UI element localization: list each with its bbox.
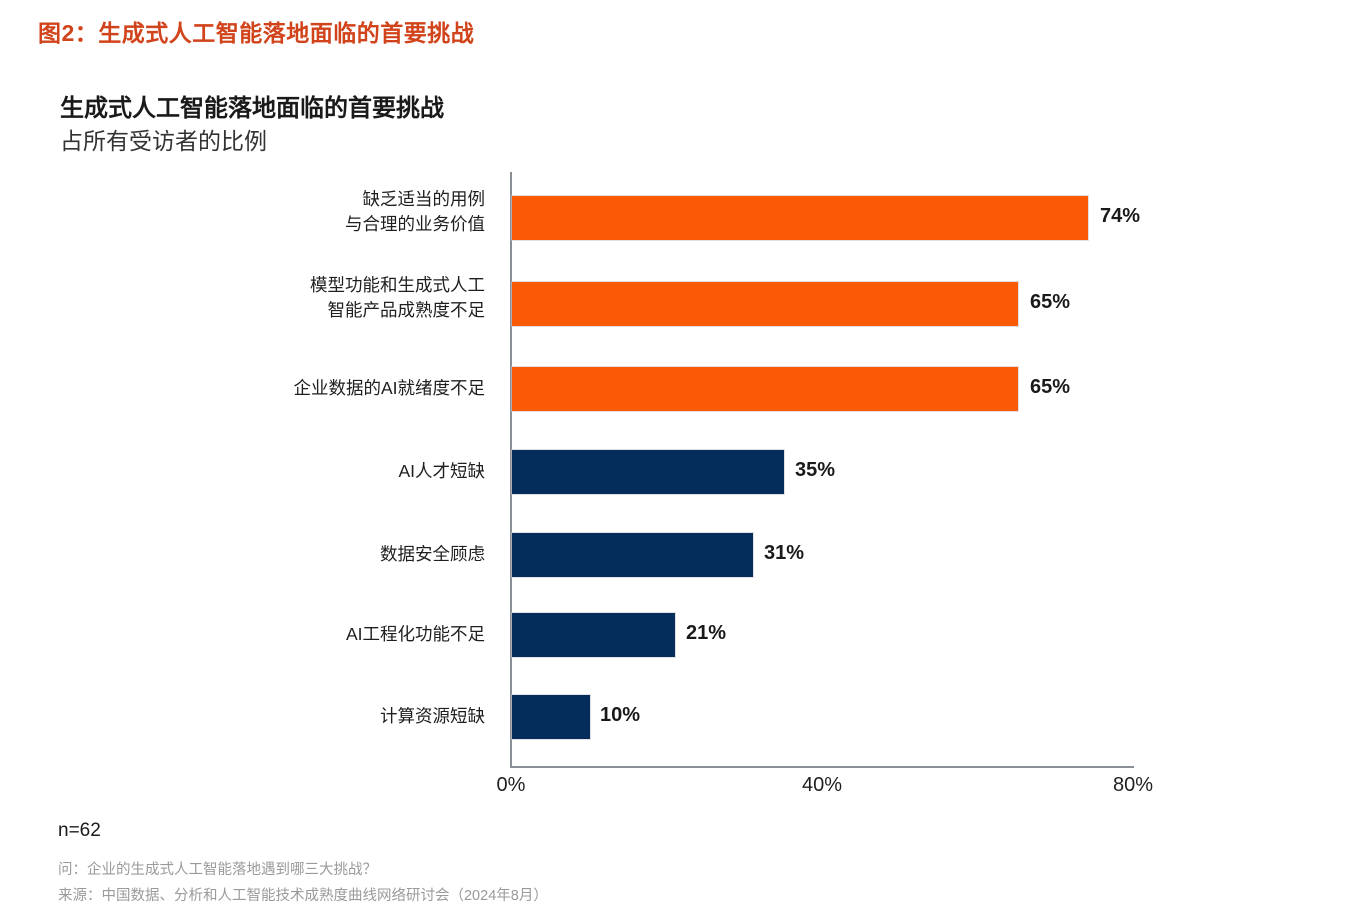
bar-segment	[512, 613, 675, 657]
y-axis-line	[510, 172, 512, 767]
sample-size-label: n=62	[58, 820, 101, 841]
x-axis-line	[510, 766, 1134, 768]
bar-segment	[512, 450, 784, 494]
bar-segment	[512, 282, 1018, 326]
bar-value-label: 74%	[1100, 205, 1141, 227]
bar-value-label: 65%	[1030, 291, 1071, 313]
category-label: 数据安全顾虑	[380, 544, 485, 564]
category-label: 缺乏适当的用例 与合理的业务价值	[345, 189, 485, 234]
bar-segment	[512, 367, 1018, 411]
bar-segment	[512, 695, 590, 739]
bar-value-label: 65%	[1030, 376, 1071, 398]
category-label: AI工程化功能不足	[345, 624, 485, 644]
chart-title: 生成式人工智能落地面临的首要挑战	[60, 95, 444, 122]
x-axis-tick-label: 40%	[801, 774, 843, 796]
bar-row: 缺乏适当的用例 与合理的业务价值 74%	[0, 189, 1354, 240]
category-label: 模型功能和生成式人工 智能产品成熟度不足	[310, 275, 485, 320]
bar-value-label: 31%	[764, 542, 805, 564]
category-label: AI人才短缺	[398, 461, 485, 481]
category-label: 计算资源短缺	[380, 706, 485, 726]
bar-segment	[512, 196, 1088, 240]
footnote-question: 问：企业的生成式人工智能落地遇到哪三大挑战？	[58, 862, 377, 878]
figure-header-title: 图2：生成式人工智能落地面临的首要挑战	[38, 20, 475, 46]
bar-row: 数据安全顾虑 31%	[0, 533, 1354, 577]
x-axis-tick-label: 80%	[1112, 774, 1154, 796]
category-label: 企业数据的AI就绪度不足	[293, 378, 485, 398]
bar-row: 企业数据的AI就绪度不足 65%	[0, 367, 1354, 411]
bar-row: 计算资源短缺 10%	[0, 695, 1354, 739]
bar-segment	[512, 533, 753, 577]
bar-value-label: 10%	[600, 704, 641, 726]
bar-row: AI人才短缺 35%	[0, 450, 1354, 494]
bar-row: AI工程化功能不足 21%	[0, 613, 1354, 657]
bar-row: 模型功能和生成式人工 智能产品成熟度不足 65%	[0, 275, 1354, 326]
footnote-source: 来源：中国数据、分析和人工智能技术成熟度曲线网络研讨会（2024年8月）	[58, 888, 548, 904]
bar-value-label: 35%	[795, 459, 836, 481]
bar-value-label: 21%	[686, 622, 727, 644]
chart-subtitle: 占所有受访者的比例	[60, 128, 267, 154]
x-axis-tick-label: 0%	[496, 774, 526, 796]
